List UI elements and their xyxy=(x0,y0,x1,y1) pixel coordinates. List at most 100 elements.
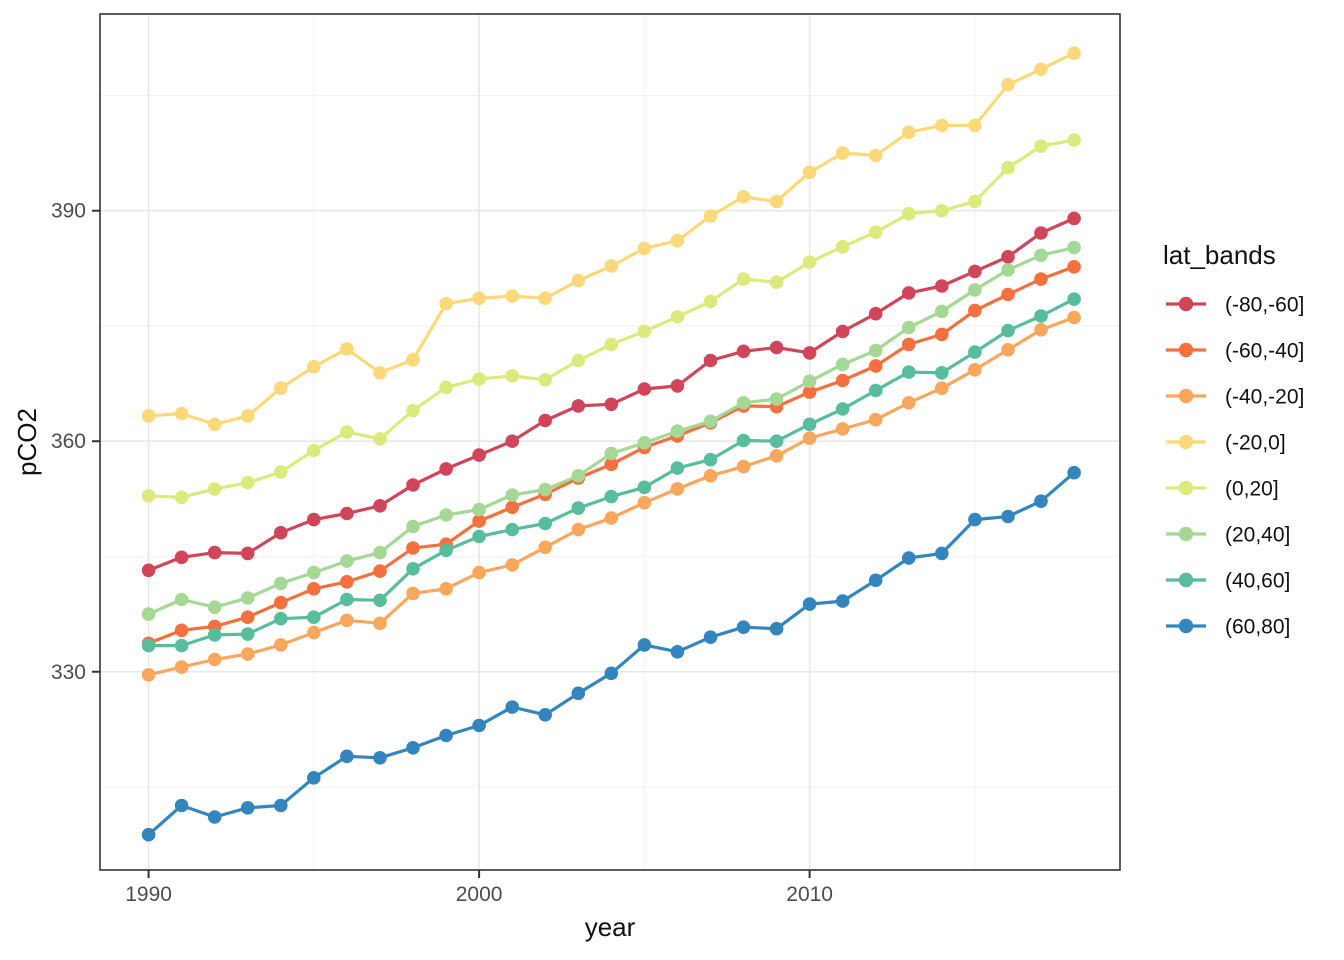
data-point xyxy=(340,749,354,764)
data-point xyxy=(505,289,519,303)
data-point xyxy=(868,148,883,163)
legend-entry: (20,40] xyxy=(1166,524,1290,547)
legend-label: (-60,-40] xyxy=(1225,340,1304,363)
data-point xyxy=(274,638,288,652)
data-point xyxy=(703,469,718,483)
legend-label: (60,80] xyxy=(1225,616,1290,639)
data-point xyxy=(472,291,486,306)
data-point xyxy=(538,413,552,428)
data-point xyxy=(736,396,751,410)
data-point xyxy=(902,207,916,221)
data-point xyxy=(1067,465,1081,480)
data-point xyxy=(802,417,817,432)
legend-label: (-40,-20] xyxy=(1225,386,1304,409)
data-point xyxy=(802,597,817,611)
data-point xyxy=(207,417,222,432)
data-point xyxy=(141,827,156,842)
data-point xyxy=(1067,211,1081,226)
legend-entry: (-20,0] xyxy=(1166,432,1286,455)
data-point xyxy=(1067,260,1081,274)
data-point xyxy=(274,381,288,396)
data-point xyxy=(769,340,784,355)
data-point xyxy=(538,482,552,497)
y-tick-label: 390 xyxy=(51,200,86,223)
data-point xyxy=(769,392,784,406)
data-point xyxy=(505,700,519,714)
y-tick-label: 360 xyxy=(51,430,86,453)
data-point xyxy=(902,337,916,352)
data-point xyxy=(207,600,222,614)
data-point xyxy=(373,432,387,446)
data-point xyxy=(670,233,685,248)
data-point xyxy=(240,591,255,605)
series-(-80,-60] xyxy=(141,211,1081,578)
data-point xyxy=(935,381,949,396)
data-point xyxy=(637,480,652,495)
data-point xyxy=(505,558,519,572)
data-point xyxy=(472,502,486,517)
data-point xyxy=(1034,494,1048,509)
data-point xyxy=(505,369,519,383)
data-point xyxy=(307,443,321,458)
data-point xyxy=(868,343,883,358)
data-point xyxy=(802,346,817,360)
data-point xyxy=(240,475,255,490)
data-point xyxy=(538,373,552,387)
legend-entry: (-40,-20] xyxy=(1166,386,1304,409)
data-point xyxy=(207,652,222,667)
data-point xyxy=(968,118,982,133)
data-point xyxy=(340,613,354,628)
data-point xyxy=(406,519,420,534)
data-point xyxy=(1001,160,1015,175)
legend: lat_bands (-80,-60] (-60,-40] (-40,-20] (-20… xyxy=(1163,240,1304,639)
data-point xyxy=(802,255,817,269)
data-point xyxy=(935,327,949,342)
data-point xyxy=(505,522,519,537)
data-point xyxy=(968,264,982,279)
data-point xyxy=(1034,272,1048,286)
data-point xyxy=(538,540,552,555)
data-point xyxy=(174,623,189,638)
data-point xyxy=(240,546,255,561)
data-point xyxy=(736,344,751,359)
data-point xyxy=(373,564,387,578)
data-point xyxy=(703,294,718,309)
data-point xyxy=(240,610,255,624)
data-point xyxy=(1001,343,1015,357)
data-point xyxy=(935,304,949,319)
data-point xyxy=(968,283,982,297)
data-point xyxy=(835,422,850,436)
data-point xyxy=(1034,248,1048,263)
data-point xyxy=(340,554,354,568)
data-point xyxy=(406,403,420,418)
y-axis: 330 360 390 xyxy=(51,200,100,684)
data-point xyxy=(670,645,685,659)
data-point xyxy=(439,462,453,476)
data-point xyxy=(703,630,718,644)
data-point xyxy=(1034,62,1048,77)
data-point xyxy=(505,434,519,449)
data-point xyxy=(439,508,453,522)
data-point xyxy=(670,461,685,475)
legend-key-point xyxy=(1178,572,1194,588)
data-point xyxy=(670,310,685,324)
legend-entry: (-80,-60] xyxy=(1166,294,1304,317)
data-point xyxy=(373,751,387,765)
data-point xyxy=(571,353,586,368)
data-point xyxy=(1001,77,1015,92)
series-(-40,-20] xyxy=(141,310,1081,682)
data-point xyxy=(174,798,189,813)
data-point xyxy=(406,353,420,367)
data-point xyxy=(571,522,586,537)
data-point xyxy=(373,366,387,380)
data-point xyxy=(274,595,288,610)
data-point xyxy=(902,286,916,300)
legend-key-point xyxy=(1178,526,1194,542)
data-point xyxy=(207,545,222,560)
data-point xyxy=(439,728,453,743)
data-point xyxy=(637,495,652,510)
data-point xyxy=(835,146,850,160)
data-point xyxy=(703,414,718,429)
